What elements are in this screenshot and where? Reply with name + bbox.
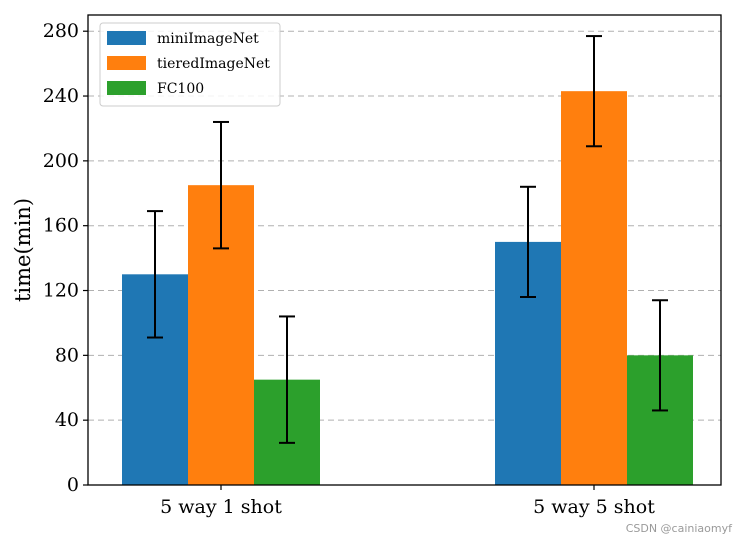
bars [122,91,693,485]
legend-swatch [107,31,146,45]
legend-swatch [107,56,146,70]
y-tick-label: 160 [43,215,79,237]
watermark: CSDN @cainiaomyf [625,522,732,535]
y-tick-label: 120 [43,280,79,302]
y-axis-ticks: 0 40 80 120 160 200 240 280 [43,20,88,496]
bar-tieredimagenet [561,91,627,485]
y-tick-label: 0 [67,474,79,496]
legend-swatch [107,81,146,95]
legend-label: tieredImageNet [157,56,270,72]
y-tick-label: 40 [55,409,79,431]
y-tick-label: 280 [43,20,79,42]
legend-label: miniImageNet [157,31,259,47]
plot-frame [87,14,722,486]
y-tick-label: 200 [43,150,79,172]
x-tick-label: 5 way 1 shot [160,496,282,518]
legend-label: FC100 [157,81,204,97]
error-bars [147,35,668,444]
y-axis-label: time(min) [11,198,35,302]
x-axis-ticks: 5 way 1 shot 5 way 5 shot [160,485,655,518]
legend: miniImageNet tieredImageNet FC100 [99,22,281,107]
y-tick-label: 80 [55,344,79,366]
y-tick-label: 240 [43,85,79,107]
x-tick-label: 5 way 5 shot [533,496,655,518]
